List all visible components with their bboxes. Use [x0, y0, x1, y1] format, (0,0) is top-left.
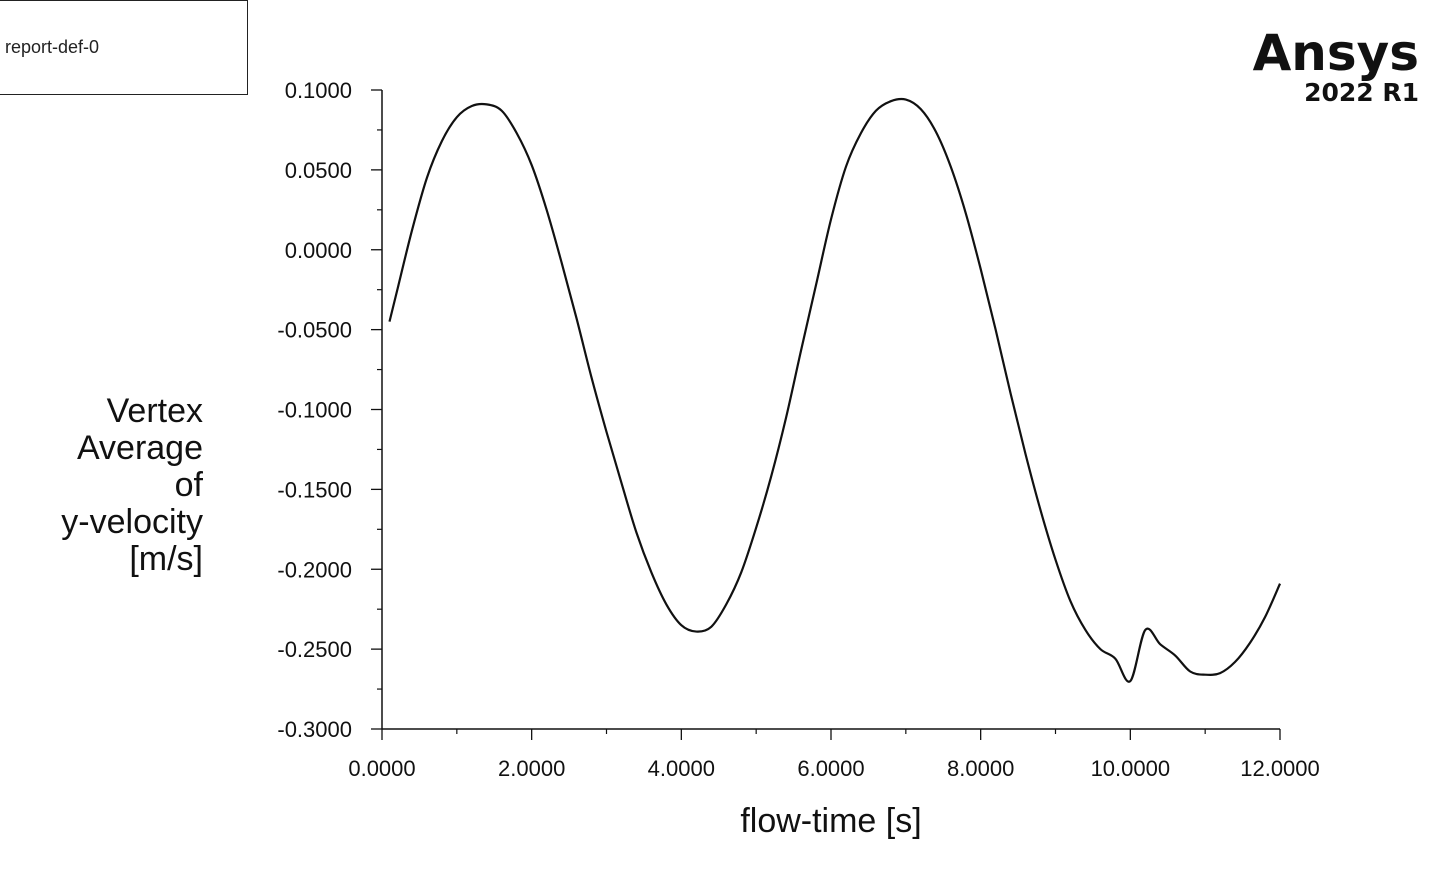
ansys-logo: Ansys 2022 R1 [1253, 28, 1419, 105]
x-ticks: 0.0000 2.0000 4.0000 6.0000 8.0000 10.0000 12.… [348, 729, 1320, 781]
y-axis-label-line: y-velocity [61, 503, 203, 541]
y-axis-label-line: Average [77, 429, 203, 467]
x-tick-label: 10.0000 [1091, 756, 1171, 781]
y-tick-label: 0.0000 [285, 238, 352, 263]
y-ticks: 0.1000 0.0500 0.0000 -0.0500 -0.1000 -0.1500 -… [277, 78, 382, 742]
y-tick-label: 0.0500 [285, 158, 352, 183]
y-tick-label: -0.3000 [277, 717, 352, 742]
y-tick-label: -0.2000 [277, 557, 352, 582]
logo-version: 2022 R1 [1304, 78, 1419, 107]
series-line [388, 97, 1282, 683]
x-tick-label: 8.0000 [947, 756, 1014, 781]
x-tick-label: 2.0000 [498, 756, 565, 781]
legend-label: report-def-0 [5, 37, 100, 57]
y-axis-label-line: [m/s] [129, 540, 203, 578]
y-tick-label: -0.2500 [277, 637, 352, 662]
legend-box: report-def-0 [0, 0, 248, 95]
x-axis-label: flow-time [s] [740, 802, 921, 840]
x-tick-label: 0.0000 [348, 756, 415, 781]
series-group [388, 97, 1282, 683]
logo-name: Ansys [1252, 24, 1419, 82]
y-tick-label: -0.1500 [277, 477, 352, 502]
y-tick-label: -0.0500 [277, 318, 352, 343]
x-tick-label: 12.0000 [1240, 756, 1320, 781]
chart-axes [381, 90, 1280, 730]
y-axis-label-line: of [175, 466, 204, 504]
x-tick-label: 4.0000 [648, 756, 715, 781]
y-tick-label: -0.1000 [277, 398, 352, 423]
y-tick-label: 0.1000 [285, 78, 352, 103]
x-tick-label: 6.0000 [797, 756, 864, 781]
y-axis-label-line: Vertex [107, 392, 203, 430]
